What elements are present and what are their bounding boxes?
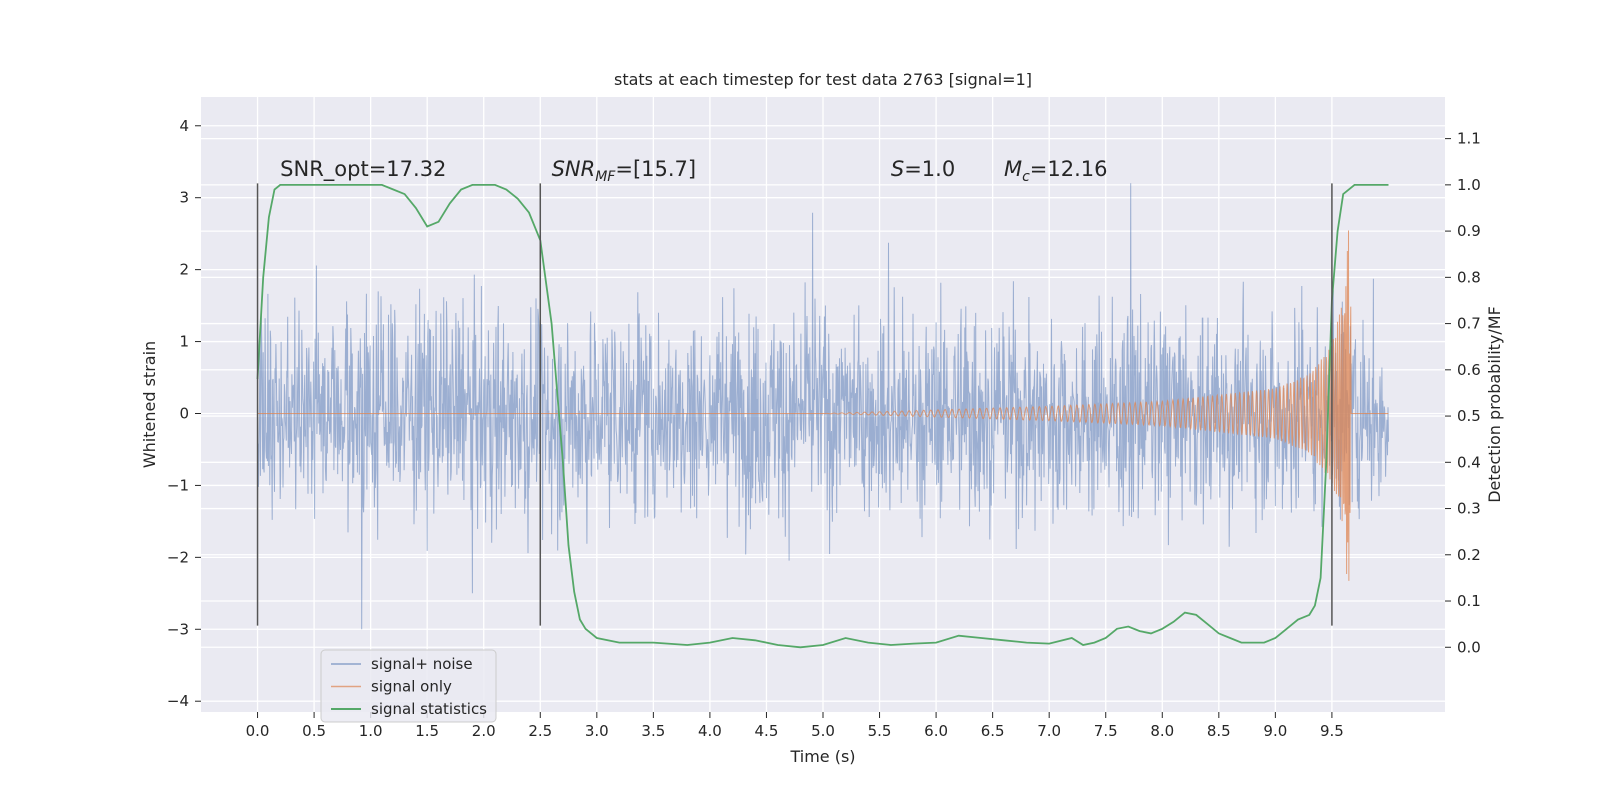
annotations: SNR_opt=17.32 SNRMF=[15.7] S=1.0 Mc=12.16 xyxy=(280,157,1107,185)
y2-tick-label: 0.0 xyxy=(1457,638,1481,656)
series-signal-only-line xyxy=(257,230,1389,581)
x-tick-label: 8.5 xyxy=(1207,722,1231,740)
y2-tick-label: 0.9 xyxy=(1457,222,1481,240)
annotation-s: S=1.0 xyxy=(891,157,955,181)
x-tick-label: 2.5 xyxy=(528,722,552,740)
x-tick-label: 0.0 xyxy=(246,722,270,740)
x-tick-label: 7.0 xyxy=(1037,722,1061,740)
legend-label-signal-noise: signal+ noise xyxy=(371,655,473,673)
y-tick-label: −1 xyxy=(167,476,189,494)
y-tick-label: −2 xyxy=(167,548,189,566)
x-tick-label: 0.5 xyxy=(302,722,326,740)
legend-label-signal-statistics: signal statistics xyxy=(371,700,487,718)
x-tick-label: 1.5 xyxy=(415,722,439,740)
x-tick-label: 3.5 xyxy=(641,722,665,740)
x-tick-label: 9.0 xyxy=(1263,722,1287,740)
y2-tick-label: 0.1 xyxy=(1457,592,1481,610)
y-tick-label: 4 xyxy=(179,117,189,135)
x-tick-label: 5.0 xyxy=(811,722,835,740)
x-tick-label: 6.5 xyxy=(981,722,1005,740)
x-tick-label: 2.0 xyxy=(472,722,496,740)
x-tick-label: 1.0 xyxy=(359,722,383,740)
x-tick-label: 8.0 xyxy=(1150,722,1174,740)
legend: signal+ noise signal only signal statist… xyxy=(320,649,497,723)
y2-axis-label: Detection probability/MF xyxy=(1485,306,1504,503)
y2-tick-label: 0.2 xyxy=(1457,546,1481,564)
y2-tick-label: 1.0 xyxy=(1457,176,1481,194)
y2-tick-label: 0.8 xyxy=(1457,268,1481,286)
x-tick-label: 6.0 xyxy=(924,722,948,740)
y2-tick-label: 0.4 xyxy=(1457,453,1481,471)
x-axis-label: Time (s) xyxy=(789,747,855,766)
y2-axis-ticks: 1.1 1.0 0.9 0.8 0.7 0.6 0.5 0.4 0.3 0.2 0.1 0.0 xyxy=(1445,130,1481,656)
marker-lines xyxy=(256,183,1333,626)
legend-box xyxy=(320,649,497,723)
y-tick-label: −3 xyxy=(167,620,189,638)
chart-title: stats at each timestep for test data 276… xyxy=(614,70,1032,89)
y2-tick-label: 0.5 xyxy=(1457,407,1481,425)
x-tick-label: 4.5 xyxy=(755,722,779,740)
y2-tick-label: 0.6 xyxy=(1457,361,1481,379)
x-tick-label: 5.5 xyxy=(868,722,892,740)
annotation-snr-mf: SNRMF=[15.7] xyxy=(552,157,697,185)
x-tick-label: 4.0 xyxy=(698,722,722,740)
y-tick-label: 2 xyxy=(179,261,189,279)
y-axis-ticks: 4 3 2 1 0 −1 −2 −3 −4 xyxy=(167,117,201,710)
legend-label-signal-only: signal only xyxy=(371,678,452,696)
x-tick-label: 3.0 xyxy=(585,722,609,740)
y-tick-label: 3 xyxy=(179,189,189,207)
annotation-mc: Mc=12.16 xyxy=(1004,157,1108,185)
y2-tick-label: 1.1 xyxy=(1457,130,1481,148)
y2-tick-label: 0.3 xyxy=(1457,500,1481,518)
y-tick-label: 0 xyxy=(179,404,189,422)
series-signal-statistics-line xyxy=(256,184,1389,649)
y-axis-label: Whitened strain xyxy=(140,341,159,468)
x-tick-label: 9.5 xyxy=(1320,722,1344,740)
y2-tick-label: 0.7 xyxy=(1457,315,1481,333)
y-tick-label: −4 xyxy=(167,692,189,710)
x-tick-label: 7.5 xyxy=(1094,722,1118,740)
x-axis-ticks: 0.0 0.5 1.0 1.5 2.0 2.5 3.0 3.5 4.0 4.5 5.0 5.5 6.0 6… xyxy=(246,712,1344,740)
series-layer xyxy=(256,183,1389,649)
annotation-snr-opt: SNR_opt=17.32 xyxy=(280,157,446,182)
y-tick-label: 1 xyxy=(179,333,189,351)
